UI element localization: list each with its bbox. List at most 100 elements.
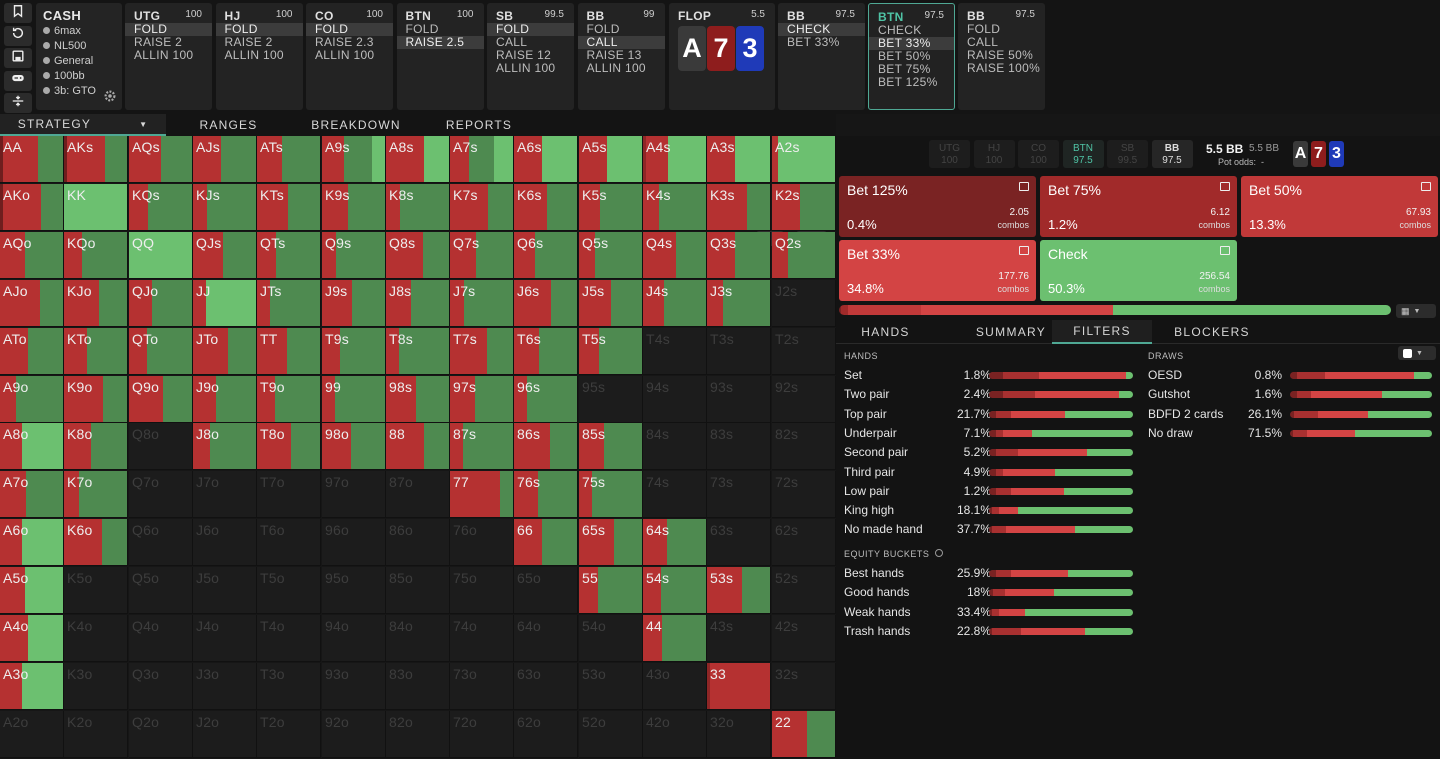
filter-row[interactable]: BDFD 2 cards 26.1% (1148, 407, 1432, 421)
hand-cell[interactable]: K7s (450, 184, 514, 231)
history-tool[interactable] (4, 25, 32, 46)
gamepad-tool[interactable] (4, 70, 32, 91)
hand-cell[interactable]: A9s (322, 136, 386, 183)
hand-cell[interactable]: T3s (707, 328, 771, 375)
hand-cell[interactable]: Q7s (450, 232, 514, 279)
hand-cell[interactable]: 44 (643, 615, 707, 662)
hand-cell[interactable]: 87o (386, 471, 450, 518)
hand-cell[interactable]: 53s (707, 567, 771, 614)
hand-cell[interactable]: 94s (643, 376, 707, 423)
hand-cell[interactable]: QTo (129, 328, 193, 375)
compress-tool[interactable] (4, 93, 32, 113)
subtab-hands[interactable]: HANDS (839, 320, 932, 344)
hand-cell[interactable]: 62s (772, 519, 836, 566)
action-option[interactable]: RAISE 2 (134, 35, 183, 49)
action-option[interactable]: BET 75% (878, 62, 931, 76)
hand-cell[interactable]: K5s (579, 184, 643, 231)
filter-row[interactable]: Second pair 5.2% (844, 445, 1133, 459)
action-option[interactable]: FOLD (405, 22, 439, 36)
hand-cell[interactable]: AQo (0, 232, 64, 279)
subtab-blockers[interactable]: BLOCKERS (1152, 320, 1272, 344)
hand-cell[interactable]: KQo (64, 232, 128, 279)
hand-cell[interactable]: QJs (193, 232, 257, 279)
hand-cell[interactable]: K4s (643, 184, 707, 231)
hand-cell[interactable]: 52o (579, 711, 643, 758)
hand-cell[interactable]: 74o (450, 615, 514, 662)
hand-cell[interactable]: 96o (322, 519, 386, 566)
action-option[interactable]: RAISE 50% (967, 48, 1034, 62)
hand-cell[interactable]: KJo (64, 280, 128, 327)
bookmark-tool[interactable] (4, 3, 32, 23)
action-option[interactable]: FOLD (586, 22, 620, 36)
action-option[interactable]: FOLD (967, 22, 1001, 36)
hand-cell[interactable]: 95s (579, 376, 643, 423)
hand-cell[interactable]: 32s (772, 663, 836, 710)
hand-cell[interactable]: AQs (129, 136, 193, 183)
action-option[interactable]: CALL (496, 35, 528, 49)
hand-cell[interactable]: 75o (450, 567, 514, 614)
hand-cell[interactable]: 54o (579, 615, 643, 662)
hand-cell[interactable]: J8o (193, 423, 257, 470)
hand-cell[interactable]: J4s (643, 280, 707, 327)
seat-sb[interactable]: SB 99.5 (1107, 140, 1148, 168)
filter-color-dropdown[interactable]: ▼ (1398, 346, 1436, 360)
position-co[interactable]: CO 100 FOLD RAISE 2.3 ALLIN 100 (306, 3, 393, 110)
hand-cell[interactable]: T4s (643, 328, 707, 375)
action-option[interactable]: RAISE 13 (586, 48, 642, 62)
action-option[interactable]: RAISE 12 (496, 48, 552, 62)
hand-cell[interactable]: T6o (257, 519, 321, 566)
hand-cell[interactable]: T7o (257, 471, 321, 518)
subtab-filters[interactable]: FILTERS (1052, 320, 1152, 344)
hand-cell[interactable]: K7o (64, 471, 128, 518)
hand-cell[interactable]: AA (0, 136, 64, 183)
action-option[interactable]: FOLD (215, 23, 303, 36)
hand-cell[interactable]: QQ (129, 232, 193, 279)
action-option[interactable]: RAISE 2 (224, 35, 273, 49)
hand-cell[interactable]: 62o (514, 711, 578, 758)
seat-co[interactable]: CO 100 (1018, 140, 1059, 168)
hand-cell[interactable]: A6o (0, 519, 64, 566)
hand-cell[interactable]: T9o (257, 376, 321, 423)
hand-cell[interactable]: Q4s (643, 232, 707, 279)
seat-hj[interactable]: HJ 100 (973, 140, 1015, 168)
gear-icon[interactable] (103, 89, 117, 103)
action-box-bet-75[interactable]: Bet 75% 1.2% 6.12 combos (1040, 176, 1237, 237)
hand-cell[interactable]: 53o (579, 663, 643, 710)
hand-cell[interactable]: Q9s (322, 232, 386, 279)
hand-cell[interactable]: 97s (450, 376, 514, 423)
hand-cell[interactable]: J5s (579, 280, 643, 327)
hand-cell[interactable]: 74s (643, 471, 707, 518)
hand-cell[interactable]: Q8o (129, 423, 193, 470)
hand-cell[interactable]: J7o (193, 471, 257, 518)
hand-cell[interactable]: A2o (0, 711, 64, 758)
hand-cell[interactable]: J4o (193, 615, 257, 662)
action-option[interactable]: RAISE 100% (967, 61, 1041, 75)
hand-cell[interactable]: AJs (193, 136, 257, 183)
hand-cell[interactable]: Q2s (772, 232, 836, 279)
position-bb[interactable]: BB 99 FOLD CALL RAISE 13 ALLIN 100 (577, 3, 665, 110)
action-option[interactable]: BET 33% (869, 37, 954, 50)
action-option[interactable]: CHECK (778, 23, 865, 36)
hand-cell[interactable]: TT (257, 328, 321, 375)
hand-cell[interactable]: T5s (579, 328, 643, 375)
seat-btn[interactable]: BTN 97.5 (1062, 140, 1104, 168)
hand-cell[interactable]: ATo (0, 328, 64, 375)
hand-cell[interactable]: A8o (0, 423, 64, 470)
hand-cell[interactable]: J2s (772, 280, 836, 327)
hand-cell[interactable]: T4o (257, 615, 321, 662)
tab-breakdown[interactable]: BREAKDOWN (291, 114, 421, 136)
hand-cell[interactable]: 72s (772, 471, 836, 518)
hand-cell[interactable]: J2o (193, 711, 257, 758)
hand-cell[interactable]: 54s (643, 567, 707, 614)
tab-strategy[interactable]: STRATEGY ▼ (0, 114, 166, 136)
action-option[interactable]: ALLIN 100 (496, 61, 556, 75)
hand-cell[interactable]: 82s (772, 423, 836, 470)
action-box-bet-33[interactable]: Bet 33% 34.8% 177.76 combos (839, 240, 1036, 301)
filter-row[interactable]: Gutshot 1.6% (1148, 387, 1432, 401)
hand-cell[interactable]: 73o (450, 663, 514, 710)
hand-cell[interactable]: 65o (514, 567, 578, 614)
hand-cell[interactable]: 83o (386, 663, 450, 710)
hand-cell[interactable]: J6s (514, 280, 578, 327)
hand-cell[interactable]: J9s (322, 280, 386, 327)
hand-cell[interactable]: T6s (514, 328, 578, 375)
